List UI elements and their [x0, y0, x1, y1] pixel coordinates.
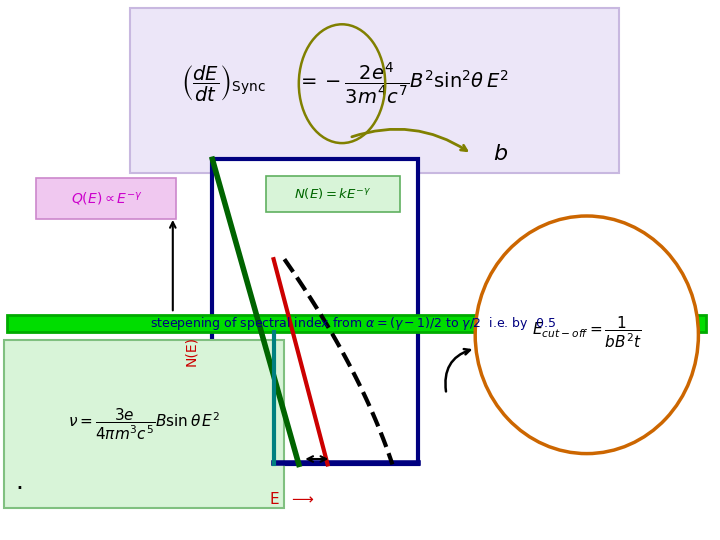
FancyBboxPatch shape: [4, 340, 284, 508]
Text: steepening of spectral index from $\alpha=(\gamma-1)/2$ to $\gamma/2$  i.e. by  : steepening of spectral index from $\alph…: [150, 315, 556, 332]
FancyBboxPatch shape: [130, 8, 619, 173]
Text: $b$: $b$: [493, 144, 508, 164]
Text: $= -\dfrac{2e^4}{3m^4c^7}B^2\sin^2\!\theta\, E^2$: $= -\dfrac{2e^4}{3m^4c^7}B^2\sin^2\!\the…: [297, 61, 509, 106]
Bar: [212, 159, 418, 464]
Text: E  $\longrightarrow$: E $\longrightarrow$: [269, 491, 315, 508]
Text: $\nu = \dfrac{3e}{4\pi m^3 c^5} B\sin\theta\, E^2$: $\nu = \dfrac{3e}{4\pi m^3 c^5} B\sin\th…: [68, 406, 220, 442]
Text: $Q(E)\propto E^{-\gamma}$: $Q(E)\propto E^{-\gamma}$: [71, 190, 143, 207]
Text: $N(E)=kE^{-\gamma}$: $N(E)=kE^{-\gamma}$: [294, 186, 372, 201]
Text: .: .: [16, 470, 24, 494]
Text: $E_{cut-off} = \dfrac{1}{bB^2t}$: $E_{cut-off} = \dfrac{1}{bB^2t}$: [532, 314, 642, 350]
Ellipse shape: [475, 216, 698, 454]
Text: $\left(\dfrac{dE}{dt}\right)_{\rm Sync}$: $\left(\dfrac{dE}{dt}\right)_{\rm Sync}$: [181, 64, 266, 104]
Bar: [7, 315, 706, 332]
FancyBboxPatch shape: [266, 176, 400, 212]
Text: N(E): N(E): [184, 336, 198, 366]
FancyBboxPatch shape: [36, 178, 176, 219]
